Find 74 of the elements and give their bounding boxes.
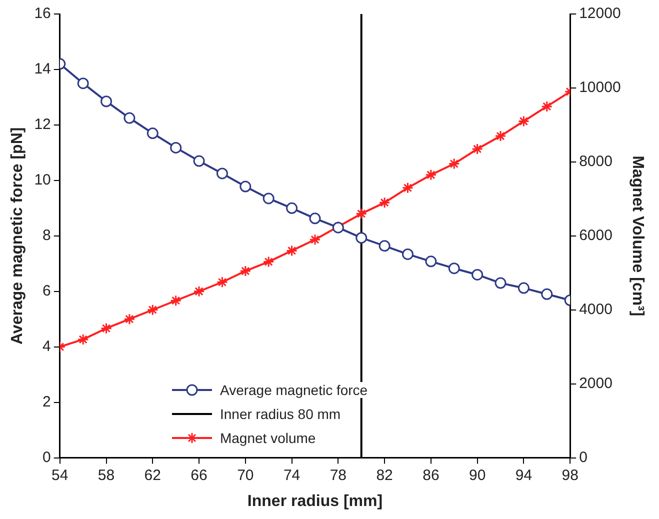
point bbox=[518, 116, 530, 127]
point bbox=[356, 208, 368, 220]
point bbox=[472, 143, 484, 155]
point bbox=[402, 248, 414, 260]
point bbox=[472, 268, 484, 280]
point bbox=[378, 240, 390, 252]
point bbox=[262, 192, 274, 204]
point bbox=[240, 265, 252, 277]
point bbox=[262, 256, 274, 268]
point bbox=[124, 313, 136, 325]
y-axis-title: Average magnetic force [pN] bbox=[9, 127, 26, 345]
y2-tick-label: 4000 bbox=[579, 301, 612, 318]
point bbox=[124, 112, 136, 124]
point bbox=[541, 288, 553, 300]
y-tick-label: 12 bbox=[34, 116, 51, 134]
x-tick-label: 58 bbox=[98, 466, 115, 484]
y2-tick-label: 10000 bbox=[579, 79, 621, 96]
point bbox=[494, 130, 506, 142]
y2-tick-label: 6000 bbox=[579, 227, 612, 244]
x-tick-label: 74 bbox=[283, 466, 300, 484]
point bbox=[494, 277, 506, 289]
x-tick-label: 66 bbox=[190, 466, 208, 484]
point bbox=[309, 234, 321, 246]
y-tick-label: 0 bbox=[42, 448, 51, 466]
point bbox=[170, 142, 182, 154]
x-tick-label: 62 bbox=[144, 466, 161, 484]
legend-label: Magnet volume bbox=[220, 430, 316, 446]
point bbox=[378, 196, 390, 208]
point bbox=[448, 262, 460, 274]
y-tick-label: 10 bbox=[34, 172, 51, 189]
point bbox=[541, 100, 553, 112]
y-tick-label: 4 bbox=[42, 338, 51, 355]
y2-tick-label: 12000 bbox=[579, 5, 621, 22]
point bbox=[216, 276, 228, 288]
x-tick-label: 82 bbox=[376, 466, 393, 484]
point bbox=[216, 168, 228, 180]
y2-tick-label: 8000 bbox=[579, 153, 612, 170]
point bbox=[286, 202, 298, 214]
point bbox=[425, 256, 437, 268]
point bbox=[77, 78, 89, 90]
point bbox=[100, 96, 112, 108]
point bbox=[309, 212, 321, 224]
y2-axis-title: Magnet Volume [cm³] bbox=[628, 156, 646, 316]
y2-tick-label: 2000 bbox=[579, 374, 612, 392]
y-tick-label: 16 bbox=[34, 5, 51, 22]
point bbox=[518, 282, 530, 294]
point bbox=[402, 182, 414, 194]
point bbox=[425, 169, 437, 181]
point bbox=[448, 158, 460, 170]
y-tick-label: 2 bbox=[42, 393, 51, 410]
x-tick-label: 86 bbox=[422, 466, 440, 484]
point bbox=[240, 180, 252, 192]
point bbox=[100, 322, 112, 334]
y-tick-label: 14 bbox=[34, 60, 51, 78]
x-axis-title: Inner radius [mm] bbox=[247, 492, 383, 510]
x-tick-label: 98 bbox=[562, 466, 578, 484]
x-tick-label: 78 bbox=[330, 466, 347, 484]
point bbox=[77, 334, 89, 346]
x-tick-label: 54 bbox=[52, 466, 68, 484]
x-tick-label: 94 bbox=[515, 466, 532, 484]
ref-line-label: Inner radius 80 mm bbox=[220, 406, 341, 422]
x-tick-label: 70 bbox=[237, 466, 254, 484]
y-tick-label: 8 bbox=[42, 227, 51, 244]
point bbox=[356, 232, 368, 244]
y2-tick-label: 0 bbox=[579, 448, 588, 466]
point bbox=[193, 155, 205, 167]
point bbox=[146, 128, 158, 140]
point bbox=[286, 244, 298, 256]
legend-label: Average magnetic force bbox=[220, 382, 368, 398]
point bbox=[170, 294, 182, 306]
point bbox=[193, 286, 205, 298]
x-tick-label: 90 bbox=[468, 466, 486, 484]
point bbox=[146, 304, 158, 316]
y-tick-label: 6 bbox=[42, 282, 51, 300]
